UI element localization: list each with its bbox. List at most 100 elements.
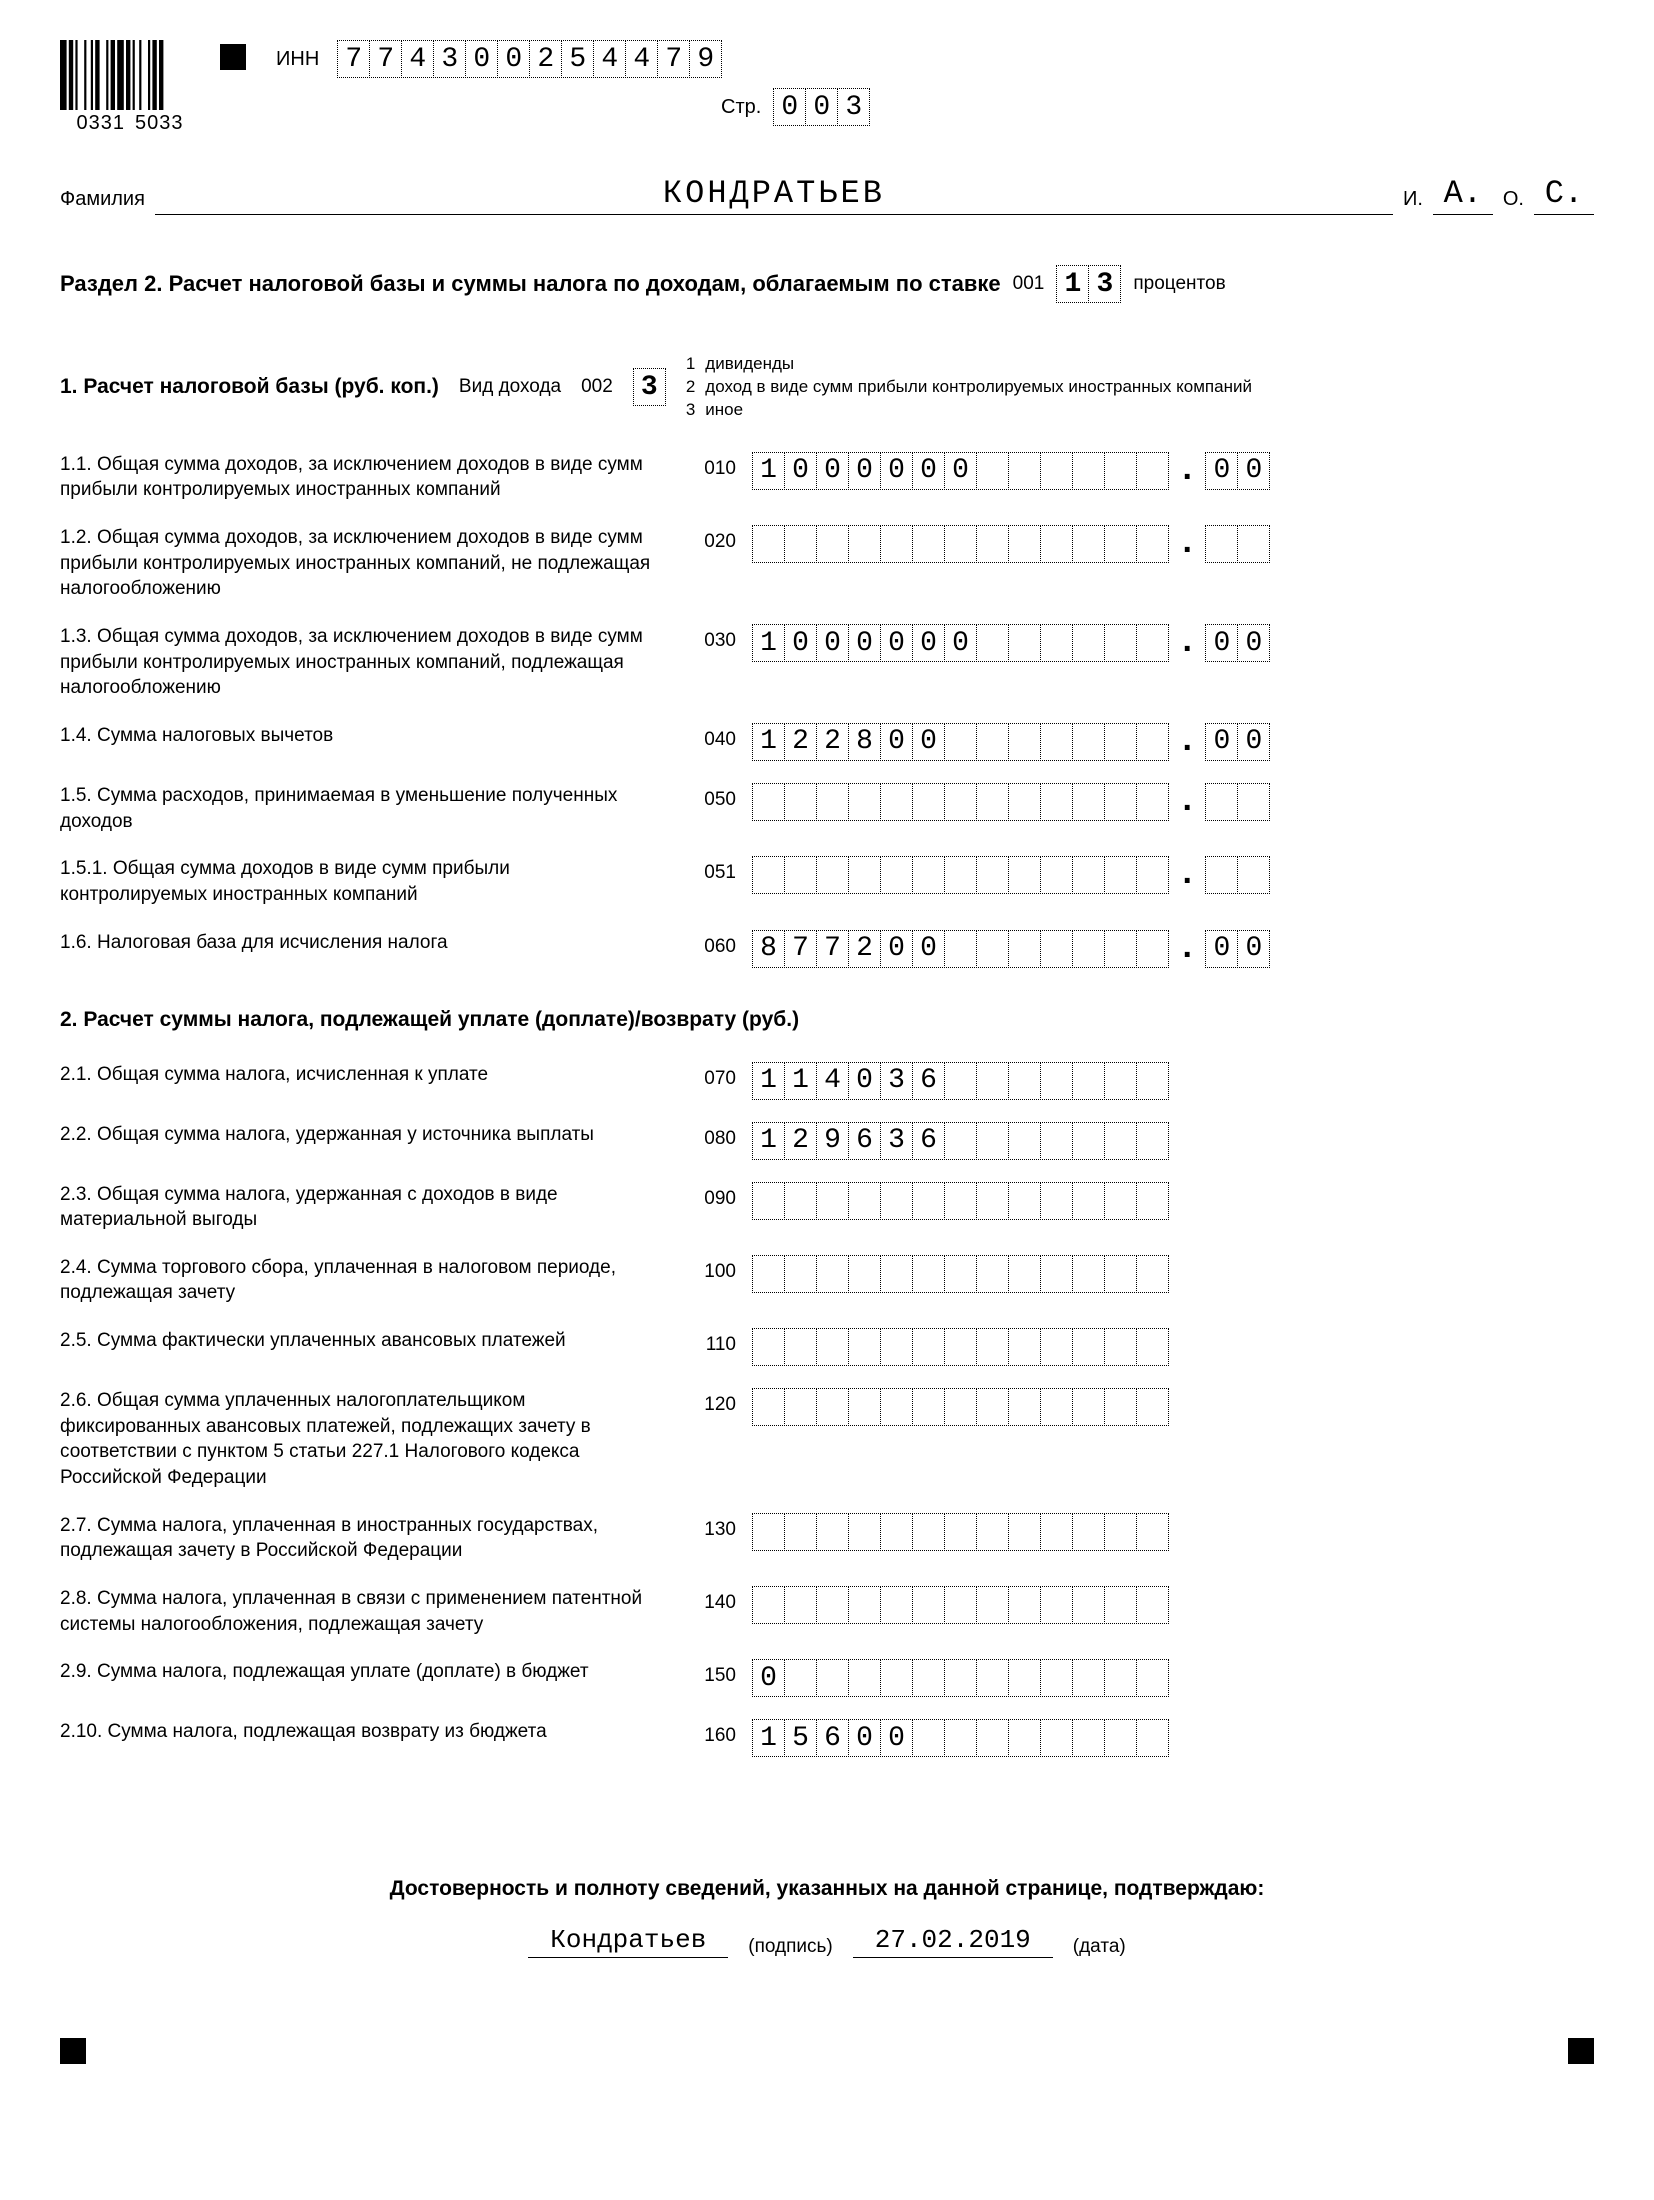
digit-cell: [848, 1388, 881, 1426]
form-row: 2.5. Сумма фактически уплаченных авансов…: [60, 1328, 1594, 1366]
vid-legend: 1дивиденды2доход в виде сумм прибыли кон…: [686, 353, 1252, 422]
digit-cell: [1040, 525, 1073, 563]
row-label: 2.5. Сумма фактически уплаченных авансов…: [60, 1328, 660, 1354]
row-value: [752, 1388, 1169, 1426]
digit-cell: [752, 1586, 785, 1624]
digit-cell: [880, 1388, 913, 1426]
digit-cell: [1072, 1388, 1105, 1426]
digit-cell: [1136, 783, 1169, 821]
digit-cell: 3: [1088, 265, 1121, 303]
digit-cell: [816, 783, 849, 821]
digit-cell: [1008, 624, 1041, 662]
row-value: .: [752, 525, 1270, 563]
decimal-dot: .: [1169, 452, 1205, 490]
digit-cell: 0: [848, 624, 881, 662]
digit-cell: [816, 1328, 849, 1366]
date-label: (дата): [1073, 1936, 1126, 1958]
digit-cell: [1136, 624, 1169, 662]
decimal-dot: .: [1169, 624, 1205, 662]
barcode-left: 0331: [77, 112, 126, 135]
row-value: [752, 1182, 1169, 1220]
digit-cell: [976, 1659, 1009, 1697]
digit-cell: [880, 783, 913, 821]
digit-cell: [1104, 1659, 1137, 1697]
form-row: 2.2. Общая сумма налога, удержанная у ис…: [60, 1122, 1594, 1160]
form-row: 2.7. Сумма налога, уплаченная в иностран…: [60, 1513, 1594, 1564]
legend-text: доход в виде сумм прибыли контролируемых…: [705, 376, 1252, 399]
digit-cell: [912, 783, 945, 821]
digit-cell: [1237, 525, 1270, 563]
form-row: 2.6. Общая сумма уплаченных налогоплател…: [60, 1388, 1594, 1491]
digit-cell: [1104, 1182, 1137, 1220]
digit-cell: [976, 1513, 1009, 1551]
digit-cell: [912, 856, 945, 894]
digit-cell: [976, 1122, 1009, 1160]
row-code: 130: [676, 1513, 736, 1541]
barcode-icon: [60, 40, 200, 110]
digit-cell: [944, 1255, 977, 1293]
digit-cell: [816, 1388, 849, 1426]
initial-i-value: А.: [1433, 175, 1493, 215]
digit-cell: 6: [816, 1719, 849, 1757]
digit-cell: 6: [912, 1122, 945, 1160]
page-boxes: 003: [773, 88, 870, 126]
digit-cell: 7: [784, 930, 817, 968]
barcode-right: 5033: [135, 112, 184, 135]
digit-cell: [1072, 452, 1105, 490]
digit-cell: [1008, 452, 1041, 490]
digit-cell: [752, 856, 785, 894]
row-value: [752, 1513, 1169, 1551]
digit-cell: [1072, 1659, 1105, 1697]
legend-num: 1: [686, 353, 695, 376]
form-row: 1.5. Сумма расходов, принимаемая в умень…: [60, 783, 1594, 834]
digit-cell: 0: [912, 624, 945, 662]
digit-cell: [1072, 1122, 1105, 1160]
digit-cell: [1072, 1513, 1105, 1551]
digit-cell: [816, 525, 849, 563]
decimal-dot: .: [1169, 930, 1205, 968]
digit-cell: [1040, 452, 1073, 490]
footer-title: Достоверность и полноту сведений, указан…: [60, 1877, 1594, 1901]
digit-cell: [1237, 783, 1270, 821]
row-code: 100: [676, 1255, 736, 1283]
digit-cell: [1136, 525, 1169, 563]
digit-cell: 0: [1237, 452, 1270, 490]
row-code: 040: [676, 723, 736, 751]
digit-cell: [1104, 1586, 1137, 1624]
digit-cell: 4: [625, 40, 658, 78]
row-label: 2.4. Сумма торгового сбора, уплаченная в…: [60, 1255, 660, 1306]
digit-cell: 6: [912, 1062, 945, 1100]
digit-cell: 0: [848, 1719, 881, 1757]
digit-cell: [1008, 1719, 1041, 1757]
digit-cell: [752, 525, 785, 563]
digit-cell: [848, 1586, 881, 1624]
digit-cell: 0: [773, 88, 806, 126]
digit-cell: [1072, 1255, 1105, 1293]
digit-cell: [816, 1586, 849, 1624]
digit-cell: [784, 1586, 817, 1624]
digit-cell: [816, 1659, 849, 1697]
row-label: 1.4. Сумма налоговых вычетов: [60, 723, 660, 749]
digit-cell: [944, 1062, 977, 1100]
digit-cell: [752, 1328, 785, 1366]
row-label: 1.6. Налоговая база для исчисления налог…: [60, 930, 660, 956]
row-code: 070: [676, 1062, 736, 1090]
digit-cell: [976, 1586, 1009, 1624]
digit-cell: 7: [657, 40, 690, 78]
digit-cell: [1104, 525, 1137, 563]
vid-label: Вид дохода: [459, 376, 561, 398]
digit-cell: [816, 1182, 849, 1220]
digit-cell: [784, 1182, 817, 1220]
row-label: 2.6. Общая сумма уплаченных налогоплател…: [60, 1388, 660, 1491]
decimal-dot: .: [1169, 856, 1205, 894]
digit-cell: [1040, 1719, 1073, 1757]
digit-cell: 1: [752, 723, 785, 761]
digit-cell: [1205, 856, 1238, 894]
digit-cell: [976, 783, 1009, 821]
digit-cell: 0: [912, 723, 945, 761]
digit-cell: [784, 783, 817, 821]
digit-cell: [752, 1255, 785, 1293]
page-label: Стр.: [721, 96, 761, 119]
digit-cell: [848, 783, 881, 821]
digit-cell: 1: [752, 1719, 785, 1757]
